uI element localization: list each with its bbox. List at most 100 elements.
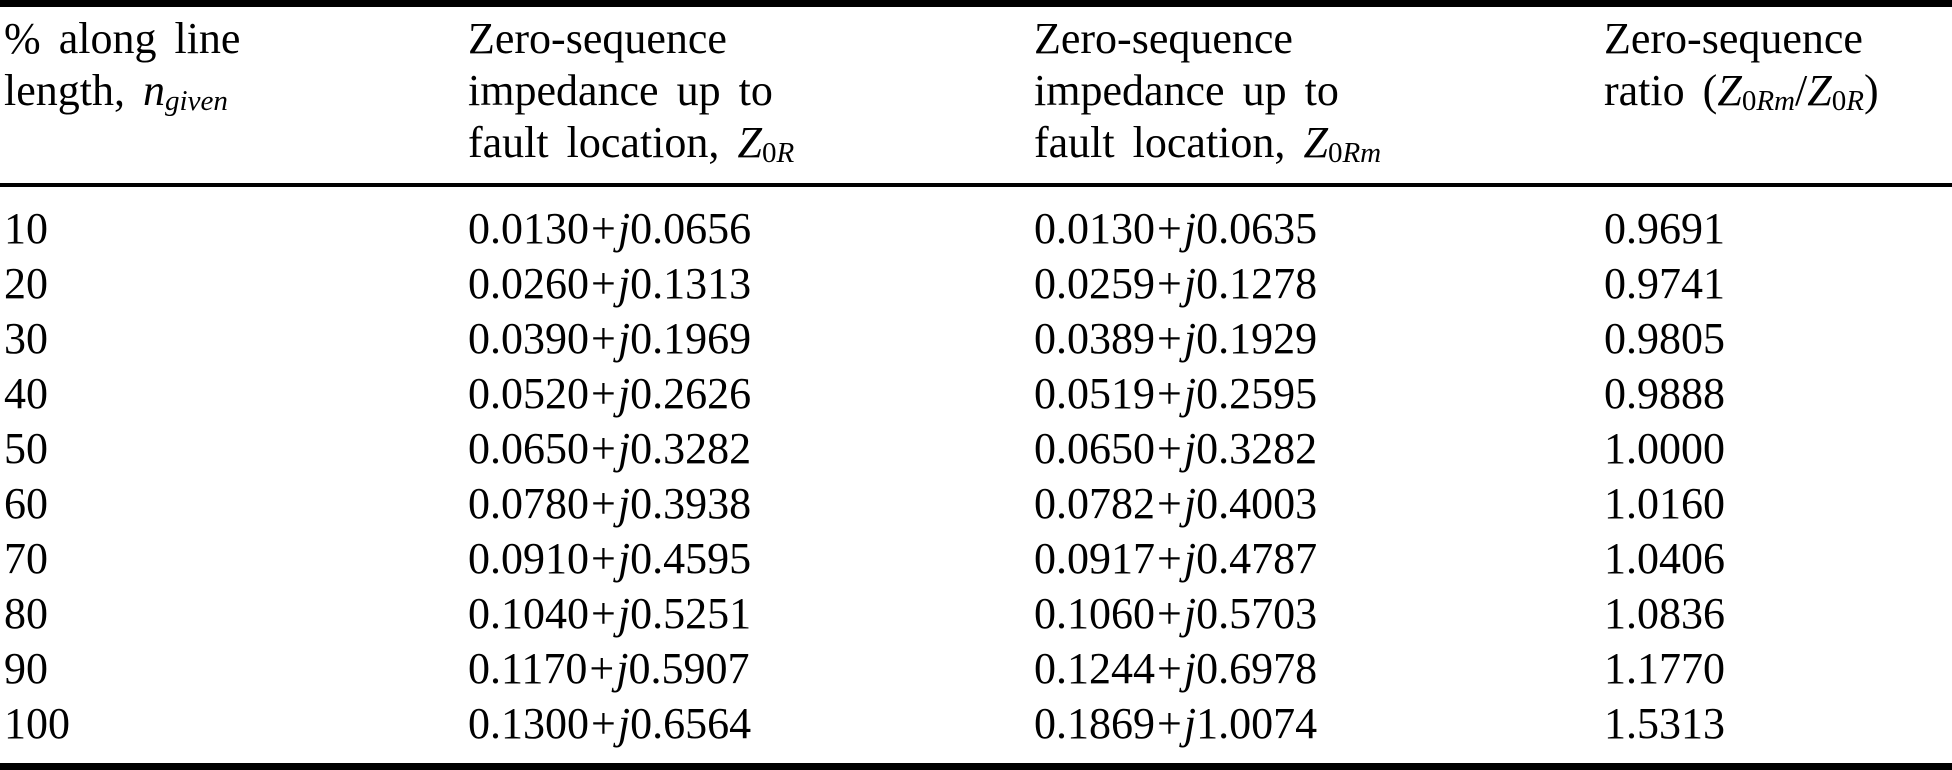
j-symbol: j — [1183, 204, 1197, 254]
z0rm-imag: 1.0074 — [1196, 699, 1318, 749]
cell-z0r: 0.1170+j0.5907 — [468, 641, 1034, 696]
table-row: 10 0.0130+j0.0656 0.0130+j0.0635 0.9691 — [0, 201, 1952, 256]
n-given-symbol: ngiven — [143, 66, 228, 118]
table-row: 100 0.1300+j0.6564 0.1869+j1.0074 1.5313 — [0, 696, 1952, 751]
ratio-value: 1.0000 — [1604, 424, 1725, 474]
cell-ratio: 0.9741 — [1604, 256, 1952, 311]
cell-n: 100 — [4, 696, 468, 751]
plus-sign: + — [591, 259, 616, 309]
z0r-subscript-var: R — [776, 137, 795, 170]
z0r-real: 0.0130 — [468, 204, 589, 254]
j-symbol: j — [1183, 534, 1197, 584]
n-value: 90 — [4, 644, 48, 694]
cell-z0rm: 0.0389+j0.1929 — [1034, 311, 1604, 366]
cell-n: 20 — [4, 256, 468, 311]
ratio-value: 1.5313 — [1604, 699, 1725, 749]
z0r-imag: 0.4595 — [630, 534, 752, 584]
ratio-value: 1.0406 — [1604, 534, 1725, 584]
z0rm-real: 0.0782 — [1034, 479, 1155, 529]
cell-z0rm: 0.1869+j1.0074 — [1034, 696, 1604, 751]
j-symbol: j — [1183, 699, 1197, 749]
plus-sign: + — [591, 699, 616, 749]
cell-n: 10 — [4, 201, 468, 256]
plus-sign: + — [1157, 369, 1182, 419]
cell-z0rm: 0.0259+j0.1278 — [1034, 256, 1604, 311]
header-col-percent-line1: % along line — [4, 14, 241, 63]
ratio-num-subscript-num: 0 — [1741, 85, 1757, 118]
header-col-percent-line2: length, ngiven — [4, 65, 468, 127]
cell-ratio: 0.9691 — [1604, 201, 1952, 256]
cell-n: 30 — [4, 311, 468, 366]
z0r-imag: 0.3938 — [630, 479, 752, 529]
ratio-den-symbol: Z — [1807, 66, 1832, 115]
z0rm-real: 0.0650 — [1034, 424, 1155, 474]
table-header-rule — [0, 183, 1952, 188]
z0r-imag: 0.3282 — [630, 424, 752, 474]
z0rm-imag: 0.5703 — [1196, 589, 1318, 639]
cell-ratio: 1.0160 — [1604, 476, 1952, 531]
j-symbol: j — [617, 259, 631, 309]
z0r-imag: 0.5251 — [630, 589, 752, 639]
cell-ratio: 0.9888 — [1604, 366, 1952, 421]
n-value: 80 — [4, 589, 48, 639]
cell-n: 40 — [4, 366, 468, 421]
z0rm-imag: 0.2595 — [1196, 369, 1318, 419]
z0rm-imag: 0.0635 — [1196, 204, 1318, 254]
table-bottom-rule — [0, 763, 1952, 770]
z0r-real: 0.0390 — [468, 314, 589, 364]
table-row: 90 0.1170+j0.5907 0.1244+j0.6978 1.1770 — [0, 641, 1952, 696]
cell-n: 80 — [4, 586, 468, 641]
plus-sign: + — [1157, 479, 1182, 529]
j-symbol: j — [617, 369, 631, 419]
z0rm-real: 0.0519 — [1034, 369, 1155, 419]
cell-n: 50 — [4, 421, 468, 476]
cell-z0r: 0.0260+j0.1313 — [468, 256, 1034, 311]
z0rm-real: 0.1869 — [1034, 699, 1155, 749]
header-col-z0r-line3-text: fault location, — [468, 118, 720, 167]
plus-sign: + — [1157, 589, 1182, 639]
header-col-ratio-line2-text: ratio ( — [1604, 66, 1718, 115]
z0rm-imag: 0.1929 — [1196, 314, 1318, 364]
j-symbol: j — [617, 699, 631, 749]
z0rm-imag: 0.4003 — [1196, 479, 1318, 529]
plus-sign: + — [591, 589, 616, 639]
table-top-rule — [0, 0, 1952, 7]
table-row: 20 0.0260+j0.1313 0.0259+j0.1278 0.9741 — [0, 256, 1952, 311]
z0r-imag: 0.0656 — [630, 204, 752, 254]
ratio-den-subscript: 0R — [1832, 85, 1864, 117]
ratio-den-subscript-num: 0 — [1831, 85, 1847, 118]
n-value: 100 — [4, 699, 70, 749]
header-col-z0rm-line1: Zero-sequence — [1034, 14, 1293, 63]
j-symbol: j — [1183, 479, 1197, 529]
j-symbol: j — [1183, 424, 1197, 474]
z0r-imag: 0.1969 — [630, 314, 752, 364]
table-row: 40 0.0520+j0.2626 0.0519+j0.2595 0.9888 — [0, 366, 1952, 421]
ratio-value: 1.0160 — [1604, 479, 1725, 529]
z0rm-symbol: Z — [1303, 118, 1328, 167]
cell-z0rm: 0.1060+j0.5703 — [1034, 586, 1604, 641]
z0r-real: 0.1300 — [468, 699, 589, 749]
table-body: 10 0.0130+j0.0656 0.0130+j0.0635 0.9691 … — [0, 187, 1952, 751]
j-symbol: j — [1183, 644, 1197, 694]
cell-z0rm: 0.0782+j0.4003 — [1034, 476, 1604, 531]
j-symbol: j — [1183, 589, 1197, 639]
n-value: 30 — [4, 314, 48, 364]
header-col-z0rm-line2: impedance up to — [1034, 66, 1339, 115]
z0rm-subscript: 0Rm — [1328, 137, 1381, 169]
n-subscript: given — [165, 85, 228, 118]
cell-z0r: 0.0390+j0.1969 — [468, 311, 1034, 366]
cell-z0rm: 0.0917+j0.4787 — [1034, 531, 1604, 586]
cell-n: 90 — [4, 641, 468, 696]
plus-sign: + — [1157, 644, 1182, 694]
z0rm-imag: 0.3282 — [1196, 424, 1318, 474]
cell-ratio: 1.0406 — [1604, 531, 1952, 586]
plus-sign: + — [1157, 259, 1182, 309]
cell-ratio: 1.0836 — [1604, 586, 1952, 641]
z0rm-subscript-num: 0 — [1327, 137, 1343, 170]
ratio-value: 1.1770 — [1604, 644, 1725, 694]
plus-sign: + — [591, 314, 616, 364]
header-col-z0r-line3: fault location, Z0R — [468, 117, 1034, 179]
n-value: 10 — [4, 204, 48, 254]
header-col-ratio: Zero-sequence ratio (Z0Rm/Z0R) — [1604, 13, 1952, 179]
header-col-ratio-line1: Zero-sequence — [1604, 14, 1863, 63]
